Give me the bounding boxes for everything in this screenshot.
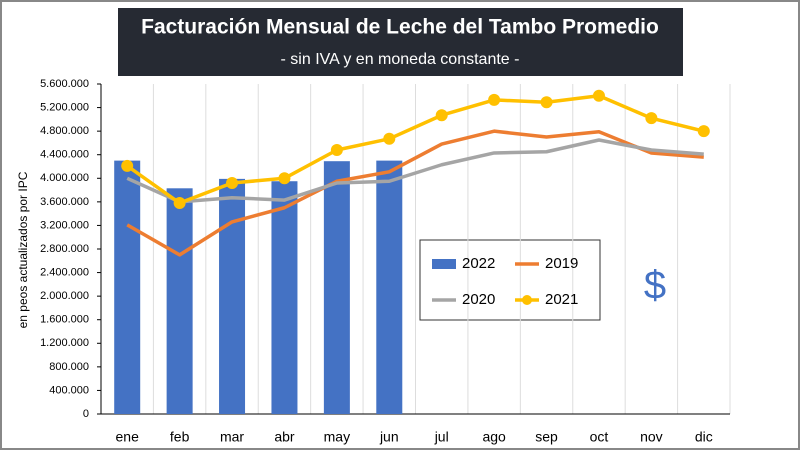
chart-subtitle: - sin IVA y en moneda constante -	[281, 51, 520, 68]
line	[126, 129, 704, 257]
bar	[219, 178, 246, 414]
x-tick-label: nov	[640, 429, 663, 445]
bar	[376, 160, 403, 414]
y-tick-label: 1.600.000	[40, 314, 89, 326]
x-tick-label: feb	[170, 429, 190, 445]
x-tick-label: jul	[434, 429, 449, 445]
bar	[166, 188, 193, 414]
y-tick-label: 4.000.000	[40, 172, 89, 184]
chart-title: Facturación Mensual de Leche del Tambo P…	[141, 16, 659, 39]
annotation: $	[644, 264, 666, 308]
legend-label: 2021	[545, 291, 578, 308]
y-tick-label: 3.600.000	[40, 196, 89, 208]
point	[226, 177, 239, 189]
bar	[271, 181, 298, 414]
bar	[323, 161, 350, 414]
point	[592, 89, 605, 102]
legend-label: 2022	[462, 255, 495, 272]
point	[697, 125, 710, 138]
point	[540, 96, 553, 109]
title-box	[118, 8, 683, 76]
point	[121, 159, 134, 172]
x-tick-label: abr	[274, 429, 295, 445]
legend-box	[419, 239, 601, 321]
x-tick-label: jun	[379, 429, 399, 445]
y-tick-label: 2.000.000	[40, 290, 89, 302]
line	[126, 94, 705, 205]
y-tick-label: 5.200.000	[40, 101, 89, 113]
point	[435, 109, 448, 122]
point	[383, 132, 396, 145]
y-tick-label: 4.400.000	[40, 149, 89, 161]
y-tick-label: 2.400.000	[40, 266, 89, 278]
x-tick-label: oct	[590, 429, 609, 445]
legend-label: 2019	[545, 255, 578, 272]
x-tick-label: sep	[535, 429, 558, 445]
y-tick-label: 400.000	[49, 384, 89, 396]
legend-marker	[522, 295, 532, 305]
point	[488, 93, 501, 106]
y-tick-label: 0	[83, 408, 89, 420]
x-tick-label: may	[324, 429, 350, 445]
y-tick-label: 3.200.000	[40, 219, 89, 231]
point	[278, 172, 291, 185]
y-tick-label: 800.000	[49, 361, 89, 373]
y-tick-label: 5.600.000	[40, 78, 89, 90]
legend-swatch	[432, 259, 456, 269]
bar	[114, 160, 141, 414]
x-tick-label: ene	[116, 429, 140, 445]
x-tick-label: mar	[220, 429, 244, 445]
y-tick-label: 4.800.000	[40, 125, 89, 137]
point	[330, 144, 343, 156]
y-tick-label: 1.200.000	[40, 337, 89, 349]
legend-label: 2020	[462, 291, 495, 308]
y-tick-label: 2.800.000	[40, 243, 89, 255]
point	[645, 112, 658, 125]
line	[126, 138, 704, 204]
x-tick-label: dic	[695, 429, 713, 445]
y-axis-label: en peos actualizados por IPC	[16, 171, 30, 328]
x-tick-label: ago	[482, 429, 506, 445]
point	[173, 197, 186, 210]
